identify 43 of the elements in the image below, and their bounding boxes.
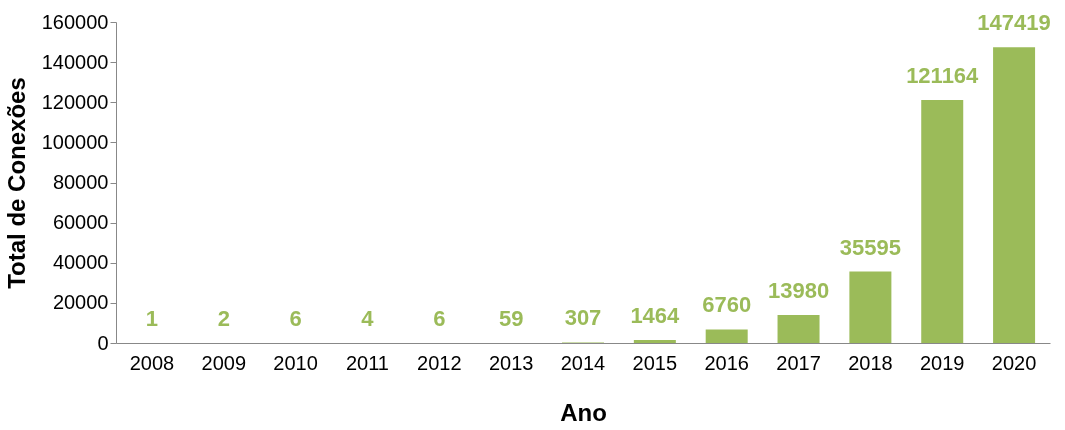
x-tick-label: 2019: [919, 351, 965, 374]
data-label: 121164: [906, 62, 980, 88]
y-tick-label: 120000: [41, 90, 109, 113]
x-tick-label: 2011: [345, 351, 389, 374]
data-label: 13980: [767, 277, 830, 303]
bar: [921, 99, 964, 343]
bar: [849, 271, 892, 343]
x-tick-label: 2020: [991, 351, 1037, 374]
x-tick-label: 2017: [776, 351, 821, 374]
x-axis-title: Ano: [560, 398, 607, 426]
y-tick-label: 0: [97, 331, 109, 354]
x-tick-label: 2016: [704, 351, 749, 374]
x-tick-label: 2018: [848, 351, 893, 374]
y-tick-label: 60000: [52, 211, 109, 234]
data-label: 6760: [702, 292, 752, 318]
data-label: 4: [361, 305, 375, 331]
y-tick-label: 80000: [52, 171, 109, 193]
bar: [705, 329, 748, 343]
data-label: 6: [433, 305, 446, 331]
data-label: 2: [217, 306, 230, 331]
y-tick-label: 100000: [41, 130, 109, 153]
y-tick-label: 160000: [41, 10, 109, 33]
x-tick-label: 2009: [201, 351, 247, 374]
x-tick-label: 2012: [417, 351, 462, 374]
data-label: 6: [289, 305, 302, 331]
y-tick-label: 40000: [52, 251, 109, 274]
y-tick-label: 140000: [41, 50, 109, 73]
x-tick-label: 2013: [488, 351, 534, 374]
y-tick-label: 20000: [52, 291, 109, 314]
x-tick-label: 2014: [560, 351, 606, 374]
data-label: 35595: [839, 234, 901, 260]
y-axis-title: Total de Conexões: [2, 77, 30, 289]
data-label: 1464: [630, 303, 681, 329]
bar: [993, 47, 1036, 343]
data-label: 307: [564, 305, 602, 331]
x-tick-label: 2010: [273, 351, 318, 374]
data-label: 147419: [977, 10, 1051, 36]
x-tick-label: 2015: [632, 351, 678, 374]
x-tick-label: 2008: [129, 351, 175, 374]
data-label: 59: [498, 305, 524, 331]
bar: [633, 340, 676, 343]
data-label: 1: [145, 306, 159, 331]
bar: [777, 314, 820, 343]
